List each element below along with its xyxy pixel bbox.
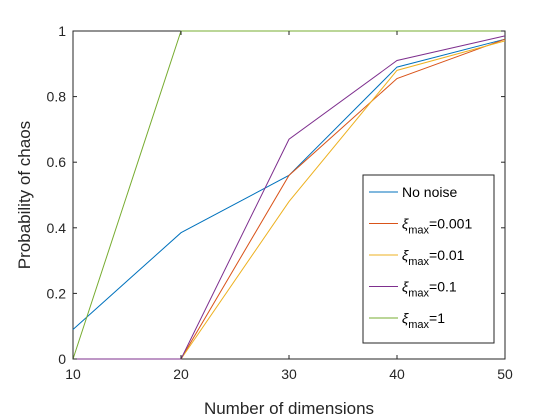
y-tick-label: 0.8	[47, 89, 67, 105]
ticks-layer: 10 20 30 40 50 0 0.2 0.4 0.6 0.8 1	[47, 23, 513, 382]
x-tick-label: 50	[497, 366, 513, 382]
y-tick-label: 0.2	[47, 285, 67, 301]
x-tick-label: 20	[173, 366, 189, 382]
y-tick-label: 0.4	[47, 220, 67, 236]
y-axis-label: Probability of chaos	[15, 121, 34, 269]
x-tick-label: 10	[65, 366, 81, 382]
y-tick-label: 0	[58, 351, 66, 367]
x-tick-label: 40	[389, 366, 405, 382]
legend-entry-label: ξmax=0.001	[402, 216, 472, 237]
y-tick-label: 0.6	[47, 154, 67, 170]
legend-entry-label: ξmax=0.1	[402, 279, 457, 300]
legend-box	[362, 174, 495, 344]
series-line-4	[73, 35, 506, 360]
x-tick-label: 30	[281, 366, 297, 382]
y-tick-label: 1	[58, 23, 66, 39]
legend-entry-label: ξmax=1	[402, 310, 445, 331]
legend: No noise ξmax=0.001 ξmax=0.01 ξmax=0.1 ξmax=…	[362, 174, 495, 344]
legend-entry-label: ξmax=0.01	[402, 247, 465, 268]
legend-entry-label: No noise	[402, 184, 457, 200]
x-axis-label: Number of dimensions	[204, 399, 374, 418]
